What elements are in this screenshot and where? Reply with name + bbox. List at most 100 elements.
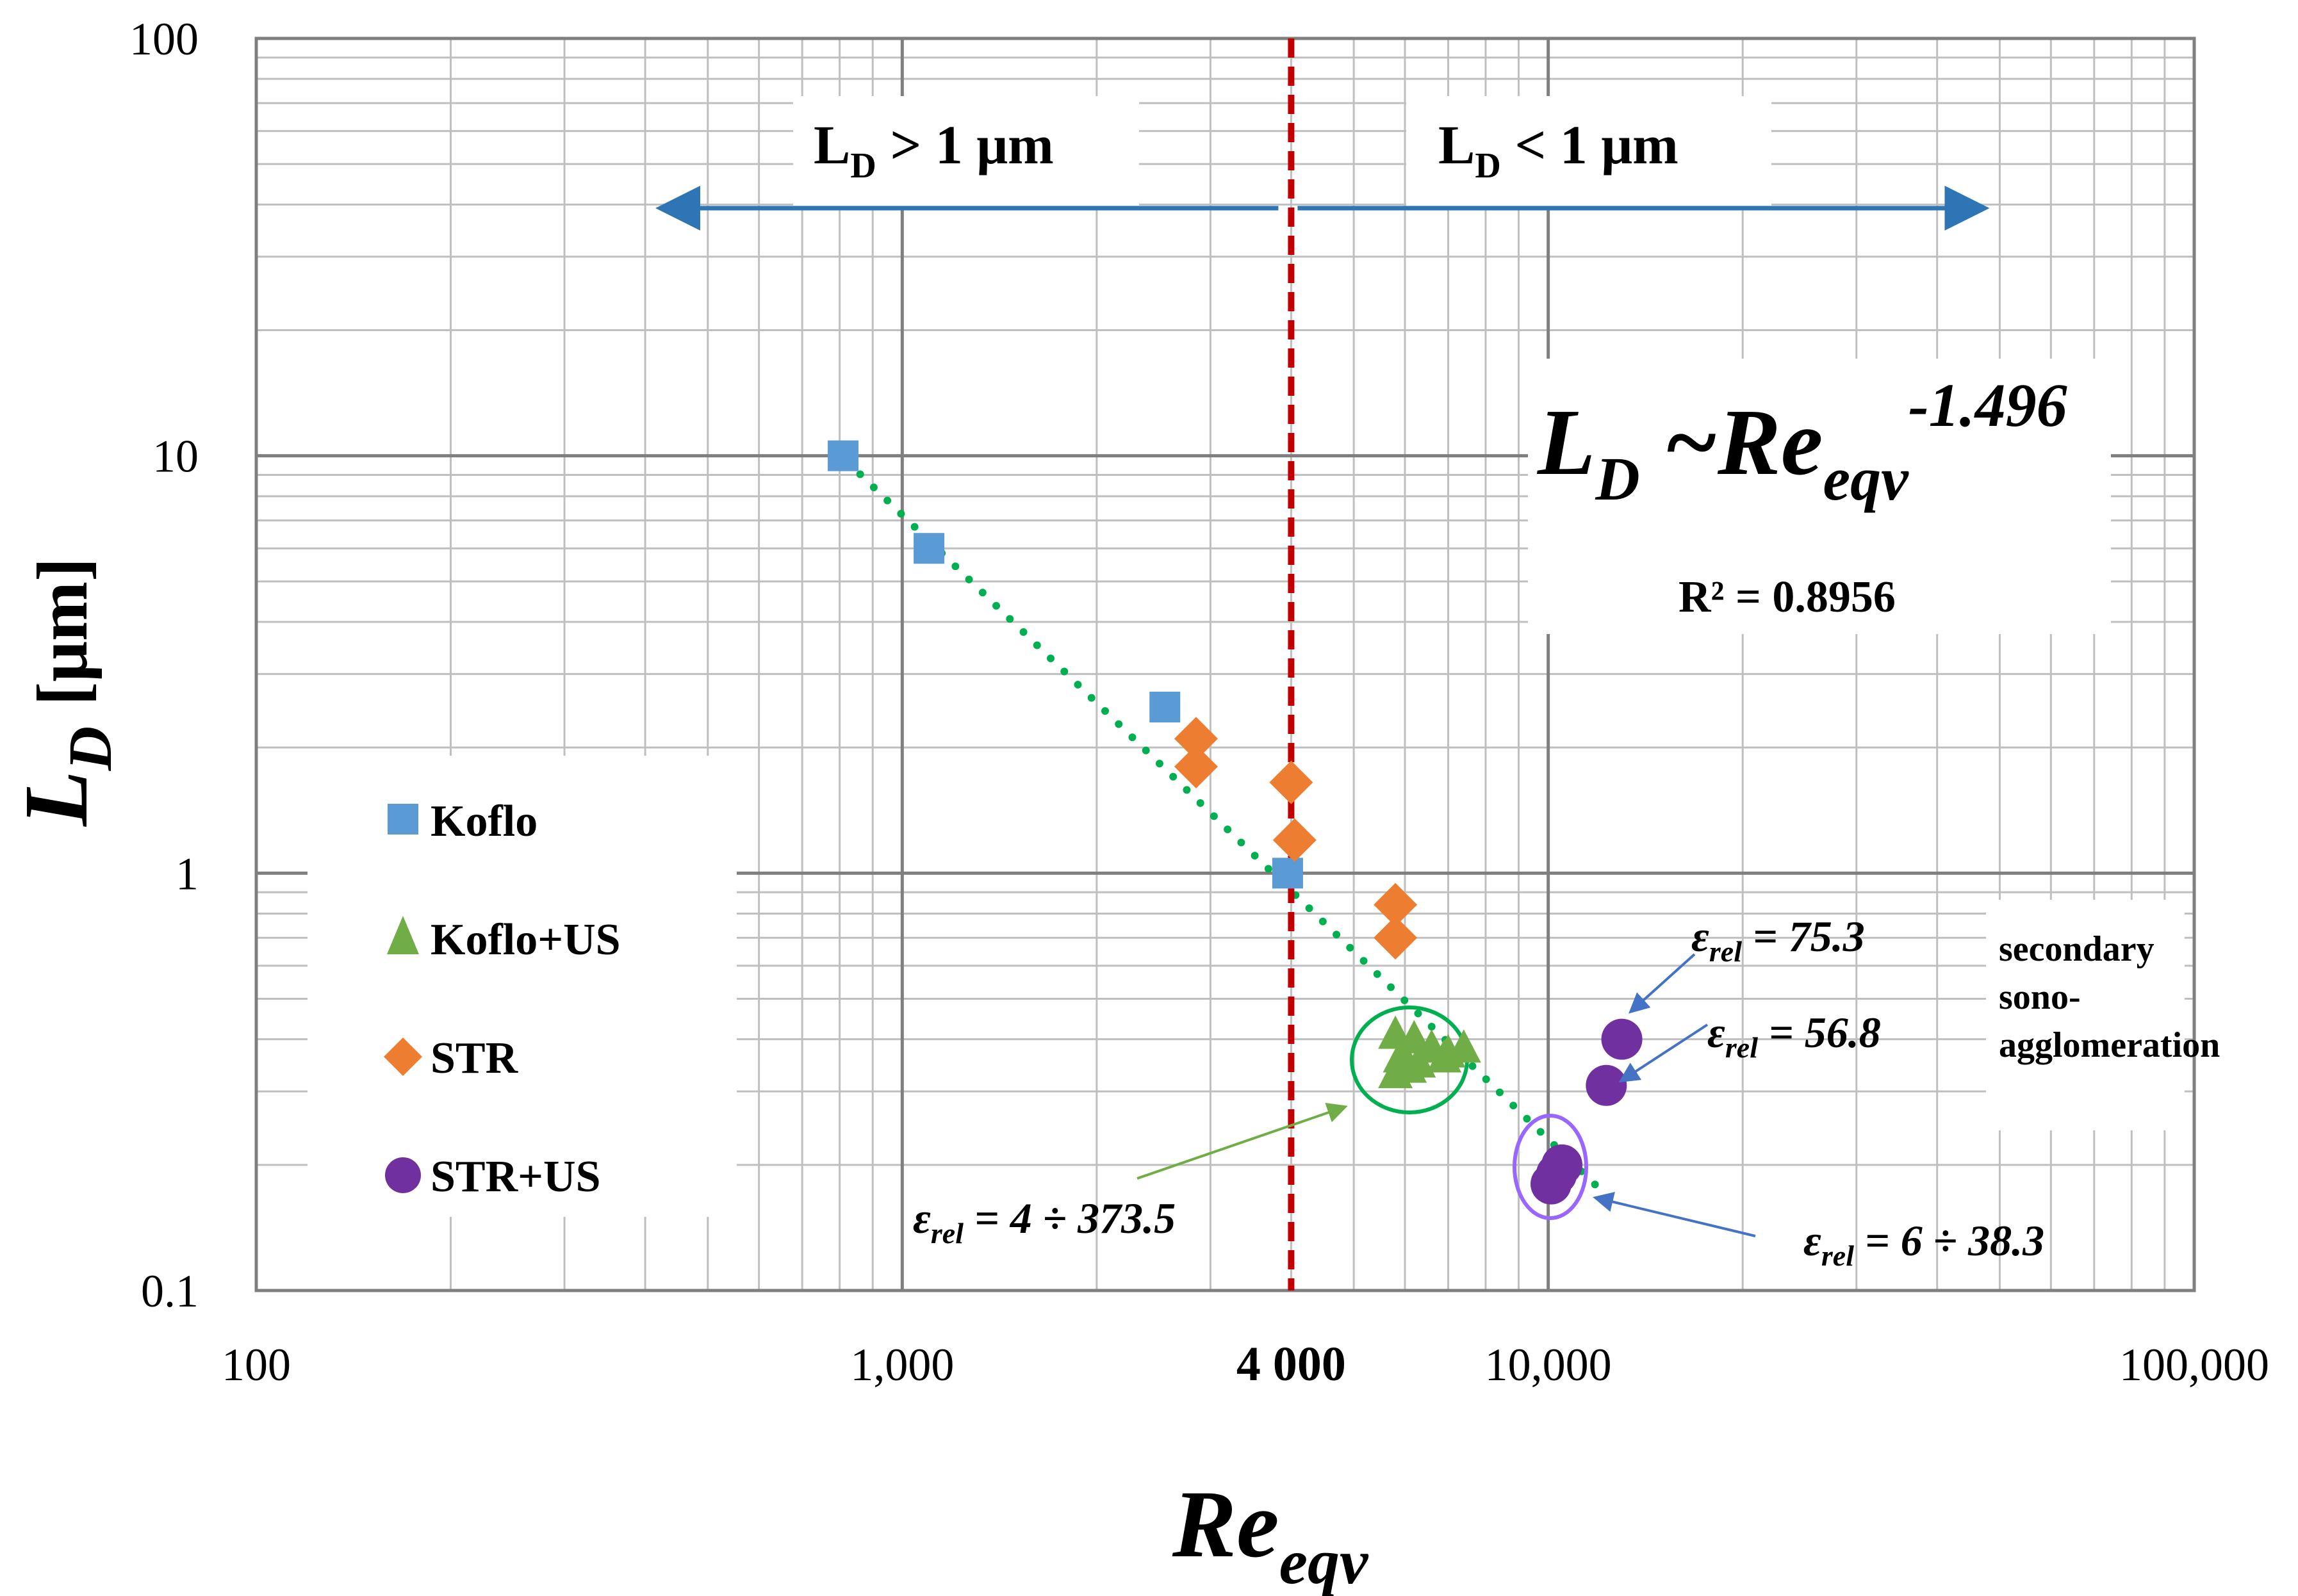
left-region-bg [793, 96, 1139, 208]
trendline-dot [1033, 641, 1041, 649]
koflo-point [828, 440, 859, 471]
str-point [1272, 818, 1317, 862]
plot-border [254, 37, 2196, 1292]
y-tick-label: 100 [129, 13, 199, 65]
trendline-dot [1115, 720, 1123, 728]
annotation-arrow-koflo-us [1137, 1102, 1348, 1180]
trendline-equation: LD ~Reeqv-1.496 [1536, 371, 2067, 513]
trendline-dot [1591, 1180, 1599, 1189]
annotation-arrow-56 [1618, 1023, 1709, 1083]
trendline-dot [1074, 681, 1082, 689]
trendline-dot [1169, 772, 1178, 781]
trendline-dot [1006, 615, 1014, 623]
str-us-point [1601, 1018, 1643, 1060]
trendline-dot [1346, 943, 1354, 952]
koflo-us-point [1446, 1029, 1481, 1063]
trendline-dot [992, 601, 1001, 610]
koflo-point [1149, 692, 1181, 723]
legend-label-str-us: STR+US [431, 1152, 601, 1201]
trendline-dot [1019, 628, 1028, 636]
legend-label-koflo-us: Koflo+US [431, 915, 621, 965]
trendline-dot [1155, 760, 1163, 768]
legend: Koflo Koflo+US STR STR+US [384, 797, 621, 1201]
legend-label-koflo: Koflo [431, 797, 538, 846]
trendline-dot [951, 562, 960, 571]
region-label-left: LD > 1 μm [814, 114, 1054, 186]
trendline-dot [1318, 917, 1327, 925]
str-point [1174, 717, 1218, 761]
annotation-eps-koflo-us: εrel = 4 ÷ 373.5 [913, 1194, 1176, 1250]
label-backgrounds [308, 96, 2185, 1217]
y-tick-label: 0.1 [141, 1266, 199, 1317]
legend-label-str: STR [431, 1034, 519, 1083]
side-note-line-1: secondary [1999, 929, 2154, 969]
trendline-dot [1495, 1088, 1504, 1096]
trendline-dot [897, 510, 905, 518]
koflo-us-point [1392, 1049, 1427, 1083]
trendline-dot [869, 484, 878, 492]
trendline-dot [1196, 799, 1204, 807]
trendline-dot [1224, 825, 1232, 833]
koflo-us-point [1427, 1039, 1462, 1073]
annotation-eps-75: εrel = 75.3 [1691, 912, 1865, 968]
trendline-dot [910, 523, 919, 531]
trendline-dot [883, 496, 892, 505]
right-region-bg [1406, 96, 1771, 208]
region-label-right: LD < 1 μm [1438, 114, 1678, 186]
trendline-dot [1060, 667, 1069, 676]
trendline-r2: R² = 0.8956 [1678, 573, 1896, 622]
y-axis-label: LD[μm] [5, 558, 124, 827]
trendline-dot [856, 470, 864, 478]
data-marks [828, 440, 1643, 1205]
x-tick-label: 10,000 [1485, 1339, 1612, 1390]
trendline-dot [1414, 1009, 1422, 1018]
x-tick-label: 1,000 [850, 1339, 954, 1390]
y-tick-label: 10 [152, 431, 199, 482]
annotation-eps-str-us-cluster: εrel = 6 ÷ 38.3 [1803, 1216, 2044, 1272]
trendline-dot [1101, 707, 1109, 715]
trendline-dot [1210, 812, 1218, 820]
legend-marker-str-us [385, 1157, 421, 1193]
annotation-eps-56: εrel = 56.8 [1707, 1008, 1881, 1064]
trendline-dot [1359, 957, 1368, 965]
trendline-dot [1333, 931, 1341, 939]
annotation-arrow-75 [1629, 953, 1696, 1014]
trendline-dot [1387, 983, 1395, 991]
str-us-cluster-ellipse [1513, 1114, 1588, 1220]
x-tick-label: 100,000 [2119, 1339, 2269, 1390]
tick-labels: 100 1,000 4 000 10,000 100,000 0.1 1 10 100 [129, 13, 2269, 1391]
str-us-point [1531, 1163, 1572, 1205]
trendline-dot [1509, 1102, 1518, 1110]
trendline-dot [1237, 838, 1245, 847]
str-point [1269, 760, 1313, 804]
legend-marker-str [384, 1038, 422, 1076]
legend-marker-koflo-us [387, 916, 419, 954]
trendline-dot [1305, 904, 1313, 913]
str-point [1174, 744, 1218, 788]
trendline-dot [1142, 746, 1150, 754]
x-tick-label: 100 [222, 1339, 291, 1390]
trendline-dot [1468, 1062, 1477, 1070]
trendline-dot [1251, 852, 1259, 860]
trendline-dot [1536, 1128, 1545, 1136]
trendline-dot [965, 575, 973, 583]
str-point [1374, 883, 1418, 927]
x-axis-label: Reeqv [1172, 1471, 1369, 1596]
trendline-dot [978, 589, 987, 597]
trendline-dot [1400, 996, 1409, 1004]
side-note-line-3: agglomeration [1999, 1025, 2220, 1065]
trendline-dot [1482, 1075, 1490, 1084]
koflo-point [1272, 858, 1303, 889]
trendline-dot [1087, 694, 1096, 702]
side-note-bg [1986, 900, 2185, 1130]
legend-marker-koflo [388, 804, 418, 835]
trendline-dot [1183, 786, 1191, 794]
koflo-point [914, 533, 945, 564]
annotation-arrow-str-us-cluster [1593, 1191, 1756, 1237]
trendline-dot [1047, 654, 1055, 662]
legend-bg [308, 756, 737, 1217]
trendline-dot [1373, 970, 1381, 978]
trendline-dot [1128, 733, 1137, 742]
trendline-dot [1264, 865, 1272, 873]
